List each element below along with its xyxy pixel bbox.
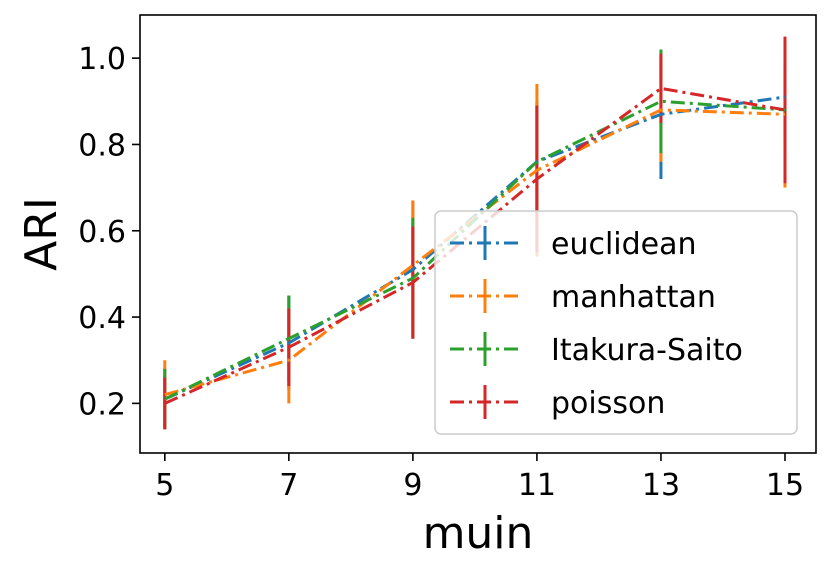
x-axis-title: muin (423, 508, 534, 559)
y-tick-label: 0.8 (78, 128, 126, 163)
legend-items: euclidean manhattan Itakura-Saito poisson (450, 226, 743, 421)
legend-label: Itakura-Saito (551, 333, 743, 368)
x-tick-label: 5 (155, 468, 174, 503)
x-tick-label: 9 (403, 468, 422, 503)
y-tick-label: 0.4 (78, 301, 126, 336)
y-tick-label: 0.6 (78, 215, 126, 250)
y-axis-title: ARI (16, 197, 67, 271)
y-tick-label: 1.0 (78, 42, 126, 77)
x-tick-label: 11 (518, 468, 556, 503)
legend-label: manhattan (551, 280, 716, 315)
y-axis: 0.2 0.4 0.6 0.8 1.0 (78, 42, 140, 422)
x-tick-label: 7 (279, 468, 298, 503)
legend-label: poisson (551, 386, 665, 421)
y-tick-label: 0.2 (78, 387, 126, 422)
legend-box (434, 210, 798, 435)
plot-frame (139, 14, 817, 454)
legend-label: euclidean (551, 227, 697, 262)
x-tick-label: 15 (766, 468, 804, 503)
x-axis: 5 7 9 11 13 15 (155, 453, 804, 503)
x-tick-label: 13 (642, 468, 680, 503)
legend: euclidean manhattan Itakura-Saito poisson (434, 210, 798, 435)
